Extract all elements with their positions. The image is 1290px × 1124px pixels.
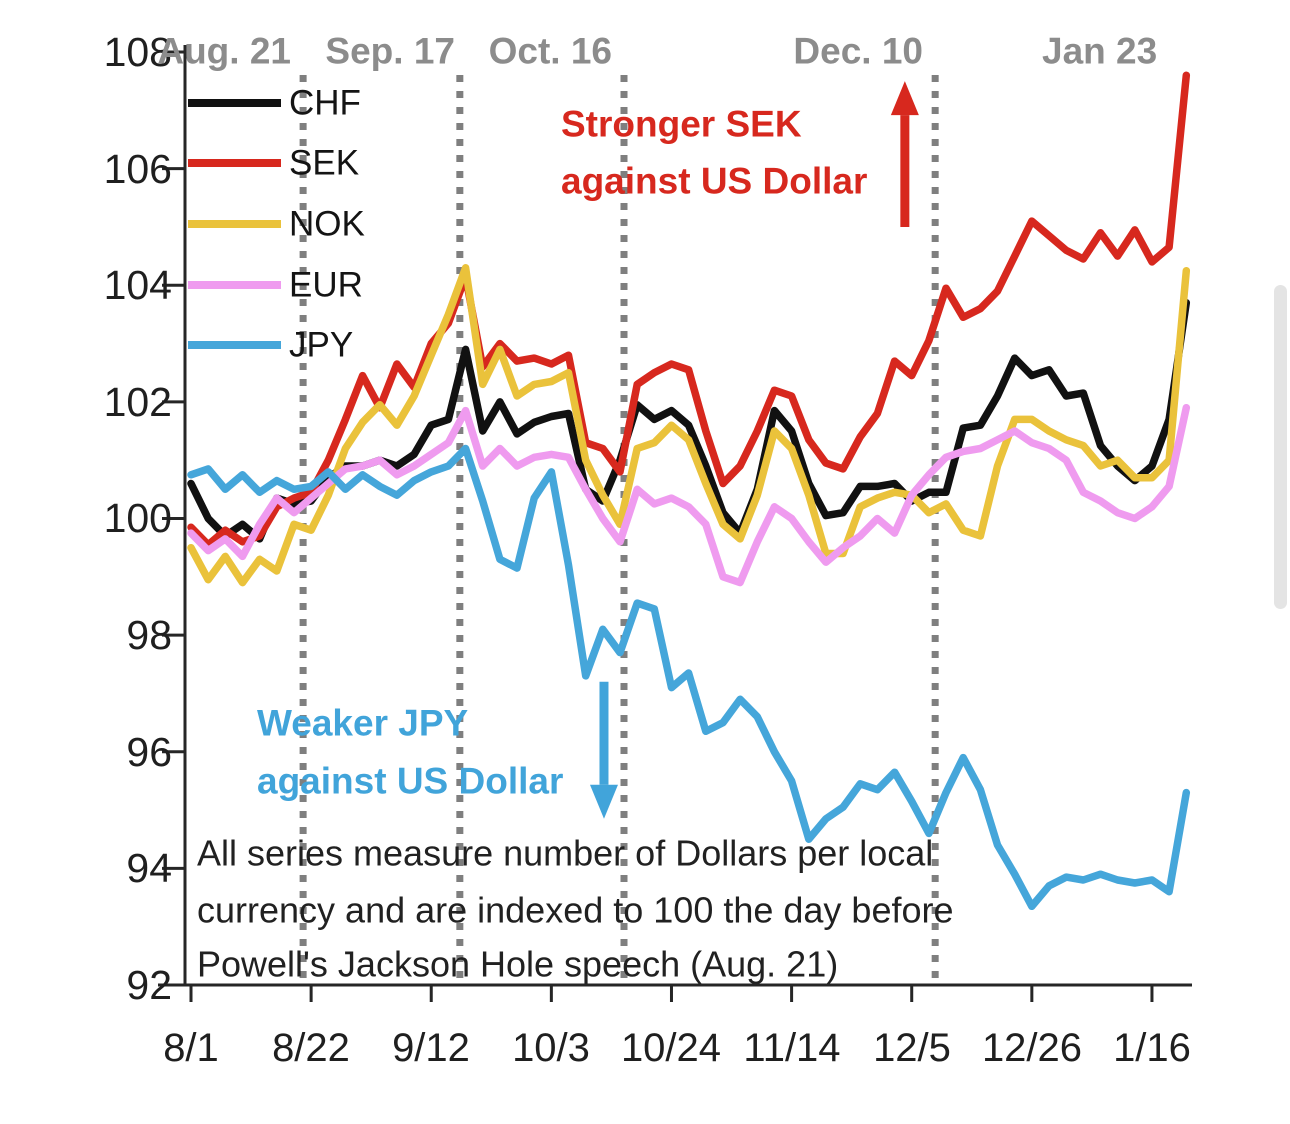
y-tick-label: 108 — [104, 29, 172, 75]
x-tick-label: 11/14 — [743, 1026, 840, 1070]
annotation-arrows — [589, 81, 919, 819]
x-tick-label: 8/1 — [163, 1026, 219, 1070]
y-tick-label: 98 — [126, 612, 172, 658]
legend: CHF SEK NOK EUR JPY — [188, 84, 365, 365]
y-tick-label: 96 — [126, 729, 172, 775]
jpy-annotation-line-2: against US Dollar — [257, 761, 563, 802]
series-line-jpy — [187, 444, 1191, 911]
y-tick-label: 100 — [104, 495, 172, 541]
sek-annotation: Stronger SEK against US Dollar — [561, 104, 867, 202]
sek-annotation-line-1: Stronger SEK — [561, 104, 802, 145]
jpy-annotation: Weaker JPY against US Dollar — [257, 703, 563, 802]
legend-label-jpy: JPY — [289, 326, 353, 365]
legend-swatches — [188, 99, 281, 349]
sek-annotation-line-2: against US Dollar — [561, 161, 867, 202]
event-label-aug21: Aug. 21 — [157, 31, 291, 72]
event-label-dec10: Dec. 10 — [793, 31, 923, 72]
sek-stronger-arrow — [890, 81, 919, 227]
x-axis-labels: 8/1 8/22 9/12 10/3 10/24 11/14 12/5 12/2… — [163, 1026, 1191, 1070]
x-tick-label: 9/12 — [392, 1026, 470, 1070]
scrollbar-thumb[interactable] — [1274, 285, 1287, 609]
series-lines — [187, 71, 1191, 911]
event-labels: Aug. 21 Sep. 17 Oct. 16 Dec. 10 Jan 23 — [157, 31, 1157, 72]
legend-label-nok: NOK — [289, 205, 365, 244]
series-line-nok — [187, 264, 1191, 587]
y-tick-label: 102 — [104, 379, 172, 425]
x-tick-label: 10/24 — [621, 1026, 721, 1070]
y-tick-label: 104 — [104, 262, 172, 308]
footnote-line-2: currency and are indexed to 100 the day … — [197, 890, 954, 931]
event-label-sep17: Sep. 17 — [325, 31, 455, 72]
footnote-line-1: All series measure number of Dollars per… — [197, 833, 933, 874]
end-date-label-jan23: Jan 23 — [1042, 31, 1157, 72]
axis-ticks — [162, 50, 1154, 1002]
jpy-weaker-arrow — [589, 681, 618, 819]
x-tick-label: 10/3 — [512, 1026, 590, 1070]
y-tick-label: 92 — [126, 962, 172, 1008]
jpy-annotation-line-1: Weaker JPY — [257, 703, 468, 744]
series-line-sek — [187, 71, 1191, 549]
footnote-line-3: Powell's Jackson Hole speech (Aug. 21) — [197, 944, 838, 985]
y-axis-labels: 108 106 104 102 100 98 96 94 92 — [104, 29, 172, 1008]
y-tick-label: 94 — [126, 845, 172, 891]
x-tick-label: 12/5 — [873, 1026, 951, 1070]
axes — [158, 45, 1192, 1002]
legend-label-sek: SEK — [289, 144, 359, 183]
series-line-eur — [187, 403, 1191, 587]
event-label-oct16: Oct. 16 — [489, 31, 612, 72]
legend-label-chf: CHF — [289, 84, 361, 123]
legend-label-eur: EUR — [289, 266, 363, 305]
x-tick-label: 8/22 — [272, 1026, 350, 1070]
x-tick-label: 1/16 — [1113, 1026, 1191, 1070]
y-tick-label: 106 — [104, 146, 172, 192]
x-tick-label: 12/26 — [982, 1026, 1082, 1070]
